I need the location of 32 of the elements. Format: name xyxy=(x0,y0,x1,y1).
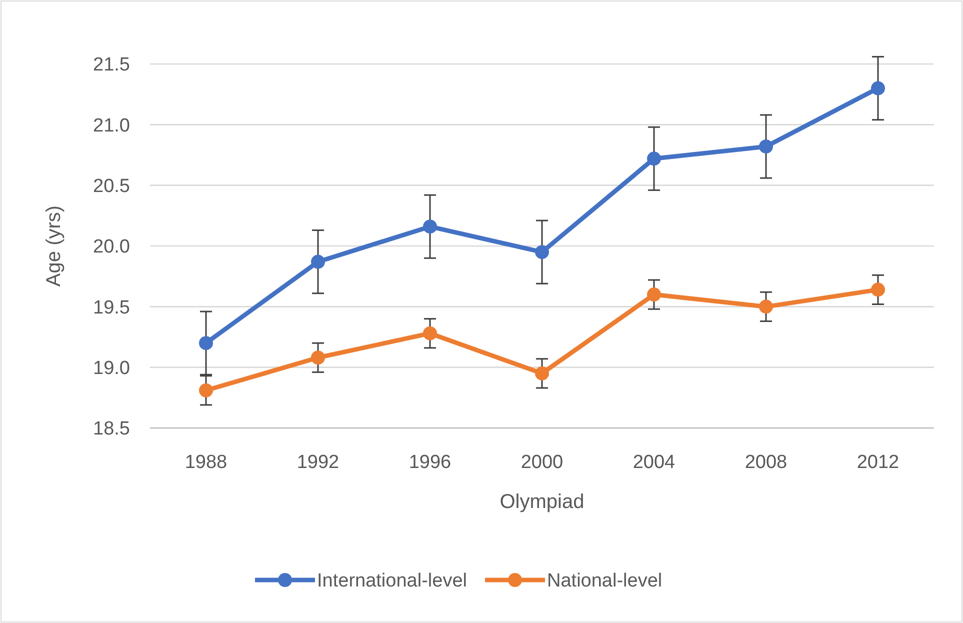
x-tick-label: 1996 xyxy=(408,452,452,473)
point xyxy=(199,383,213,398)
legend-label: National-level xyxy=(547,570,662,592)
point xyxy=(647,288,661,302)
y-tick-label: 21.5 xyxy=(93,54,130,76)
point xyxy=(871,81,885,96)
y-tick-label: 20.0 xyxy=(93,236,130,258)
y-tick-label: 19.0 xyxy=(93,358,130,379)
point xyxy=(871,282,885,297)
point xyxy=(535,245,549,260)
point xyxy=(759,140,773,154)
legend-label: International-level xyxy=(317,570,467,592)
y-tick-label: 20.5 xyxy=(93,176,130,197)
x-tick-label: 2012 xyxy=(856,452,900,473)
point xyxy=(535,366,549,380)
x-tick-label: 2008 xyxy=(744,452,788,473)
x-tick-label: 2000 xyxy=(520,452,564,473)
y-tick-label: 21.0 xyxy=(93,115,130,136)
x-tick-label: 2004 xyxy=(632,452,676,473)
y-axis-title: Age (yrs) xyxy=(43,205,65,287)
point xyxy=(423,326,437,340)
point xyxy=(199,336,213,350)
point xyxy=(647,152,661,166)
point xyxy=(423,220,437,234)
y-tick-label: 19.5 xyxy=(93,297,130,318)
point xyxy=(311,350,325,365)
x-tick-label: 1988 xyxy=(184,452,228,473)
x-axis-title: Olympiad xyxy=(500,491,584,513)
y-tick-label: 18.5 xyxy=(93,418,130,440)
point xyxy=(759,300,773,314)
x-tick-label: 1992 xyxy=(296,452,340,473)
point xyxy=(311,254,325,269)
